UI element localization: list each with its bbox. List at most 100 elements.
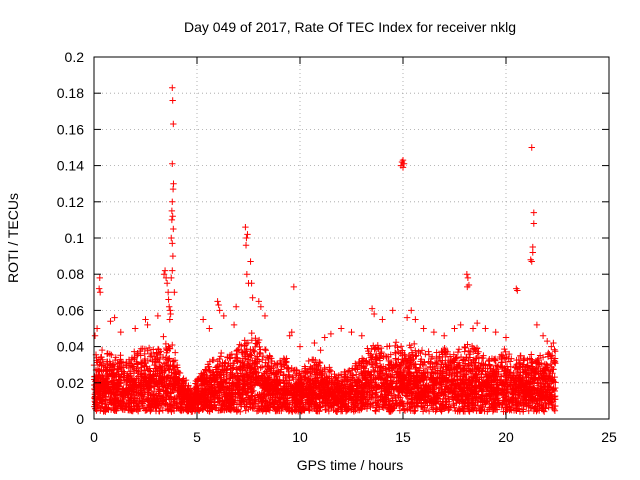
band-point (262, 347, 269, 354)
band-point (483, 395, 490, 402)
band-point (370, 376, 378, 383)
band-point (243, 346, 251, 353)
band-point (306, 405, 314, 413)
band-point (93, 385, 101, 393)
band-point (170, 403, 177, 411)
band-point (302, 368, 309, 375)
band-point (479, 379, 486, 387)
band-point (524, 362, 531, 369)
band-point (449, 366, 457, 373)
band-point (144, 379, 152, 386)
band-point (219, 396, 226, 404)
band-point (525, 397, 532, 404)
band-point (358, 382, 365, 390)
band-point (440, 391, 447, 398)
band-point (461, 365, 468, 372)
band-point (262, 405, 269, 412)
band-point (437, 357, 445, 364)
band-point (422, 398, 430, 406)
band-point (351, 365, 359, 372)
band-point (244, 356, 252, 363)
band-point (498, 403, 505, 411)
band-point (307, 383, 314, 390)
band-point (315, 369, 323, 376)
band-point (147, 371, 154, 379)
band-point (525, 396, 533, 403)
band-point (166, 401, 174, 408)
band-point (284, 397, 291, 404)
band-point (338, 380, 345, 388)
band-point (313, 392, 321, 399)
band-point (272, 394, 280, 401)
band-point (166, 345, 173, 352)
band-point (383, 343, 391, 350)
band-point (316, 358, 323, 366)
band-point (174, 364, 181, 371)
band-point (454, 369, 461, 376)
band-point (549, 398, 557, 406)
band-point (521, 383, 528, 390)
band-point (111, 356, 119, 364)
band-point (151, 361, 158, 369)
band-point (133, 361, 141, 368)
band-point (115, 383, 123, 390)
band-point (534, 399, 541, 407)
band-point (238, 403, 245, 410)
band-point (148, 375, 155, 382)
band-point (474, 350, 481, 357)
band-point (286, 377, 293, 384)
band-point (461, 404, 468, 412)
band-point (323, 372, 330, 380)
band-point (429, 353, 436, 360)
band-point (475, 368, 482, 375)
band-point (393, 402, 400, 409)
band-point (455, 345, 463, 353)
band-point (262, 408, 270, 415)
band-point (112, 396, 119, 403)
band-point (434, 358, 442, 366)
band-point (314, 374, 321, 381)
band-point (260, 390, 268, 397)
band-point (195, 389, 202, 397)
band-point (473, 407, 480, 415)
band-point (409, 391, 416, 398)
band-point (404, 387, 412, 394)
band-point (468, 360, 475, 368)
band-point (234, 369, 241, 377)
band-point (249, 357, 256, 364)
band-point (163, 361, 170, 369)
band-point (247, 404, 254, 411)
band-point (211, 377, 218, 384)
band-point (541, 360, 549, 368)
band-point (503, 371, 510, 378)
band-point (501, 345, 508, 353)
band-point (380, 353, 387, 360)
band-point (206, 358, 214, 365)
band-point (421, 359, 428, 366)
band-point (128, 405, 135, 412)
band-point (258, 403, 265, 411)
band-point (172, 377, 179, 384)
band-point (156, 363, 164, 371)
band-point (217, 375, 224, 383)
band-point (237, 408, 244, 415)
band-point (190, 400, 197, 407)
band-point (303, 378, 310, 386)
band-point (371, 389, 379, 397)
band-point (334, 384, 341, 392)
band-point (458, 395, 466, 403)
band-point (531, 396, 539, 404)
band-point (160, 333, 167, 340)
band-point (520, 402, 528, 409)
band-point (423, 386, 431, 394)
band-point (351, 402, 359, 410)
band-point (125, 364, 133, 372)
band-point (378, 364, 385, 371)
band-point (422, 399, 429, 407)
band-point (478, 392, 486, 400)
band-point (156, 408, 163, 415)
band-point (142, 370, 149, 378)
band-point (480, 378, 487, 385)
band-point (476, 405, 484, 413)
band-point (418, 403, 426, 411)
